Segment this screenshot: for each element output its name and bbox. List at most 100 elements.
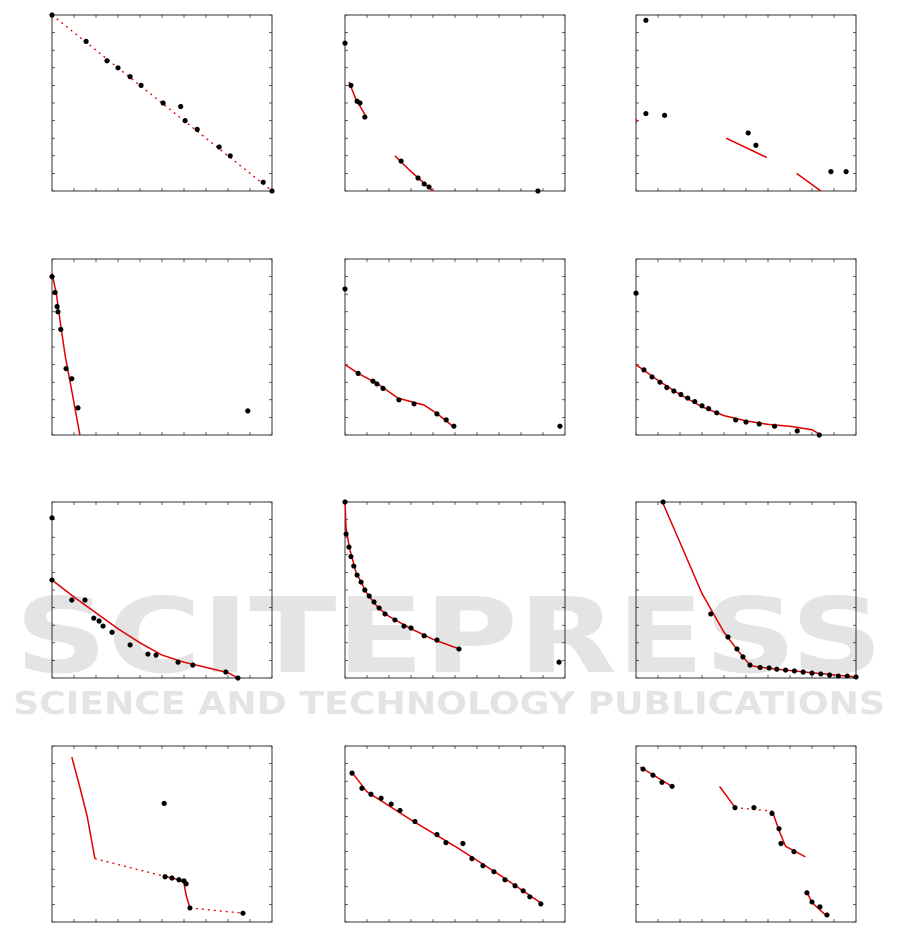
panel (635, 745, 857, 923)
data-point (660, 499, 666, 505)
data-point (392, 617, 398, 623)
data-point (348, 553, 354, 560)
data-point (809, 670, 815, 676)
data-point (368, 791, 374, 797)
data-point (178, 103, 184, 110)
data-point (745, 130, 751, 136)
data-point (421, 181, 427, 187)
data-point (96, 618, 102, 624)
data-point (556, 659, 562, 665)
data-point (641, 367, 647, 373)
data-point (725, 634, 731, 640)
data-point (809, 899, 815, 905)
data-point (342, 40, 348, 46)
data-point (662, 112, 668, 118)
data-point (371, 599, 377, 605)
data-point (351, 563, 357, 569)
data-point (75, 405, 81, 411)
data-point (434, 637, 440, 643)
data-point (657, 379, 663, 385)
data-point (346, 544, 352, 550)
panel (342, 499, 566, 679)
data-point (376, 605, 382, 611)
data-point (757, 664, 763, 671)
panel (635, 499, 859, 680)
data-point (643, 110, 649, 117)
data-point (161, 800, 167, 806)
data-point (751, 805, 757, 811)
data-point (835, 673, 842, 679)
data-point (388, 801, 394, 807)
panel (342, 14, 566, 194)
data-point (659, 779, 665, 785)
data-point (55, 309, 61, 315)
fit-line (51, 14, 273, 192)
plot-frame (51, 258, 273, 436)
plot-frame (635, 745, 857, 923)
data-point (685, 395, 691, 401)
panel (49, 12, 275, 194)
data-point (817, 904, 823, 910)
data-point (380, 385, 386, 391)
data-point (49, 12, 55, 18)
data-point (415, 175, 421, 181)
data-point (49, 577, 55, 583)
watermark-title: SCITEPRESS (15, 575, 883, 697)
data-point (747, 662, 753, 668)
data-point (357, 100, 363, 106)
data-point (138, 82, 144, 88)
data-point (844, 673, 850, 679)
data-point (527, 894, 533, 900)
data-point (778, 840, 784, 847)
fit-line (635, 363, 822, 436)
data-point (370, 378, 376, 384)
data-point (153, 652, 159, 658)
data-point (58, 326, 64, 332)
data-point (706, 406, 712, 412)
data-point (69, 376, 75, 382)
data-point (491, 869, 497, 875)
data-point (342, 286, 348, 292)
data-point (451, 423, 457, 429)
data-point (401, 623, 407, 629)
data-point (398, 158, 404, 164)
data-point (708, 611, 714, 617)
data-point (824, 912, 830, 918)
data-point (421, 633, 427, 639)
data-point (63, 366, 69, 372)
data-point (175, 659, 181, 665)
data-point (227, 153, 233, 159)
data-point (633, 290, 639, 296)
data-point (776, 826, 782, 832)
data-point (190, 662, 196, 668)
panel (49, 258, 273, 436)
data-point (535, 188, 541, 194)
fit-line (344, 363, 456, 429)
data-point (774, 666, 780, 672)
panel (51, 745, 273, 923)
data-point (269, 188, 275, 194)
data-point (382, 611, 388, 617)
plot-frame (635, 14, 857, 192)
data-point (469, 856, 475, 862)
data-point (791, 668, 798, 674)
panel (635, 14, 857, 192)
data-point (104, 58, 110, 64)
data-point (194, 126, 200, 132)
data-point (216, 144, 222, 150)
data-point (49, 515, 55, 521)
data-point (791, 849, 797, 855)
data-point (355, 370, 361, 376)
data-point (54, 303, 60, 310)
data-point (127, 74, 133, 80)
data-point (223, 669, 229, 675)
data-point (843, 169, 849, 175)
data-point (109, 629, 115, 635)
data-point (460, 840, 466, 847)
fit-line (51, 579, 239, 679)
data-point (669, 783, 675, 789)
data-point (396, 397, 402, 403)
data-point (49, 274, 55, 280)
data-point (245, 408, 251, 414)
data-point (538, 901, 544, 907)
